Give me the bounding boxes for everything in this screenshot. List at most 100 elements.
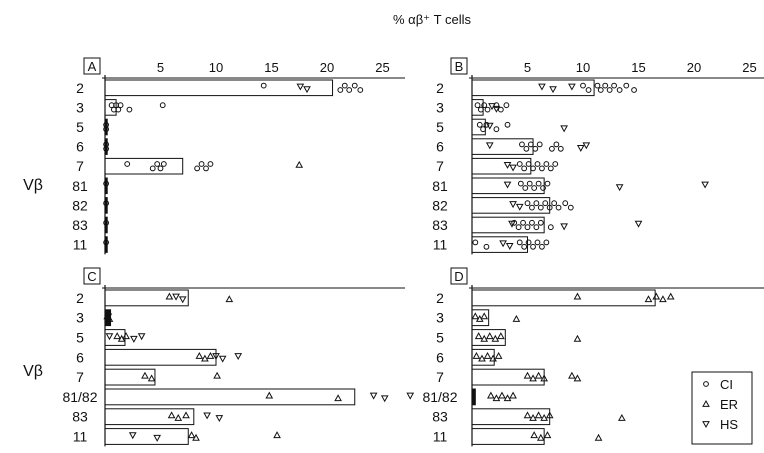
data-point-er	[536, 433, 545, 441]
data-point-er	[512, 314, 521, 322]
category-label: 7	[76, 369, 84, 385]
data-point-ci	[503, 102, 510, 109]
data-point-ci	[346, 87, 353, 93]
y-axis-label-top: Vβ	[23, 177, 43, 194]
panel-b: B 5 10 15 20 25 2 3 5 6 7 81 82 83 11	[432, 57, 764, 255]
data-point-ci	[547, 165, 554, 172]
data-point-ci	[553, 141, 560, 148]
data-point-ci	[543, 161, 550, 167]
data-point-ci	[493, 126, 500, 133]
data-point-hs	[178, 296, 187, 304]
category-label: 83	[432, 409, 448, 425]
data-point-ci	[115, 106, 122, 113]
data-point-ci	[537, 219, 544, 226]
data-point-ci	[483, 243, 490, 250]
data-point-ci	[103, 200, 110, 207]
data-point-er	[472, 351, 481, 359]
data-point-er	[273, 431, 281, 439]
data-point-ci	[103, 219, 110, 226]
category-label: 82	[72, 197, 88, 213]
x-tick-label: 10	[209, 60, 223, 75]
data-point-er	[494, 351, 503, 359]
data-point-hs	[380, 395, 389, 403]
x-tick-label: 10	[576, 60, 590, 75]
data-point-er	[122, 332, 130, 340]
x-tick-label: 15	[264, 60, 278, 75]
category-label: 11	[433, 429, 448, 445]
data-point-ci	[530, 243, 536, 250]
category-label: 3	[76, 310, 84, 326]
data-point-ci	[530, 165, 536, 172]
data-point-ci	[533, 224, 540, 231]
bar	[104, 289, 189, 307]
data-point-ci	[552, 161, 559, 167]
panel-label: A	[88, 59, 97, 74]
data-point-er	[573, 334, 582, 342]
panel-label: D	[454, 269, 463, 284]
data-point-er	[659, 295, 667, 303]
panel-c: C2 3 5 6 7 81/82 83 11	[62, 267, 415, 447]
data-point-er	[474, 332, 483, 340]
data-point-er	[334, 394, 342, 402]
panel-label: B	[455, 59, 464, 74]
data-point-hs	[128, 432, 137, 440]
data-point-hs	[509, 201, 517, 209]
data-point-er	[192, 433, 200, 441]
data-point-ci	[194, 165, 201, 172]
data-point-ci	[477, 106, 484, 113]
data-point-hs	[212, 353, 220, 361]
bar	[104, 329, 126, 346]
data-point-ci	[511, 219, 518, 226]
data-point-ci	[124, 161, 131, 167]
category-label: 3	[436, 99, 444, 115]
data-point-hs	[369, 392, 378, 400]
data-point-er	[471, 312, 480, 320]
bar	[471, 368, 545, 386]
data-point-ci	[555, 204, 562, 211]
bar	[471, 157, 532, 175]
category-label: 11	[433, 237, 448, 253]
category-label: 81	[432, 178, 448, 194]
data-point-ci	[516, 161, 523, 167]
data-point-ci	[533, 200, 540, 207]
data-point-er	[644, 295, 653, 303]
legend-symbol	[702, 399, 710, 407]
data-point-ci	[524, 200, 531, 207]
category-label: 5	[76, 119, 84, 135]
data-point-ci	[474, 102, 481, 109]
data-point-ci	[481, 102, 488, 109]
data-point-er	[492, 394, 501, 402]
category-label: 5	[436, 119, 444, 135]
category-label: 11	[73, 237, 88, 253]
category-label: 6	[436, 139, 444, 155]
data-point-ci	[549, 145, 555, 152]
data-point-ci	[160, 161, 167, 167]
data-point-ci	[580, 82, 586, 89]
legend-label: ER	[720, 397, 738, 412]
category-label: 11	[73, 429, 88, 445]
data-point-ci	[616, 87, 623, 93]
data-point-hs	[172, 293, 180, 301]
data-point-ci	[525, 161, 532, 167]
data-point-hs	[137, 333, 146, 341]
data-point-er	[523, 371, 532, 379]
data-point-er	[187, 431, 196, 439]
data-point-ci	[154, 161, 161, 167]
data-point-er	[491, 334, 500, 342]
data-point-er	[540, 374, 548, 382]
data-point-er	[503, 394, 512, 402]
data-point-ci	[519, 141, 525, 148]
data-point-ci	[103, 126, 110, 133]
bar	[471, 388, 476, 406]
data-point-ci	[525, 239, 532, 246]
bar	[104, 428, 189, 445]
x-tick-label: 20	[687, 60, 701, 75]
bar	[471, 289, 656, 307]
data-point-er	[141, 371, 149, 379]
data-point-er	[652, 292, 661, 300]
data-point-hs	[615, 184, 624, 192]
x-tick-label: 20	[320, 60, 334, 75]
data-point-hs	[701, 181, 709, 189]
data-point-ci	[526, 180, 533, 187]
